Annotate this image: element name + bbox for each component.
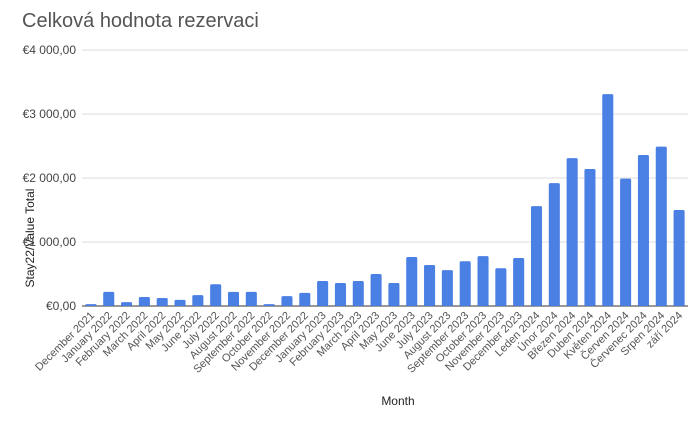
bar [334,282,346,306]
bar [388,282,400,306]
y-tick-label: €1 000,00 [23,235,77,249]
bar [281,296,293,306]
bar [620,178,632,306]
bar [317,281,329,306]
bar [584,169,596,306]
bar [263,304,275,306]
bar [138,297,150,306]
bar [513,258,525,306]
bar [210,284,222,306]
bar [655,146,667,306]
bar [245,291,257,306]
bar [156,298,168,306]
bar [85,304,97,306]
x-axis-label: Month [381,394,414,408]
bar [103,291,115,306]
bar [477,256,489,306]
bar [602,94,614,306]
bar [424,265,436,306]
y-tick-label: €4 000,00 [23,43,77,57]
bar [459,261,471,306]
bar [192,295,204,306]
y-tick-label: €3 000,00 [23,107,77,121]
bar [352,281,364,306]
bar [566,158,578,306]
bar [673,210,685,306]
y-tick-label: €0,00 [46,299,76,313]
y-axis-label: Stay22/Value Total [23,189,37,288]
bar [299,292,311,306]
bar [121,302,133,306]
bar [495,268,507,306]
bar [441,270,453,306]
bar [227,291,240,306]
y-tick-label: €2 000,00 [23,171,77,185]
chart-title: Celková hodnota rezervaci [22,10,259,32]
bar [637,154,649,306]
bar [174,299,186,306]
bar [370,274,382,306]
bar [548,183,560,306]
bar [406,257,418,306]
bar [530,206,543,306]
